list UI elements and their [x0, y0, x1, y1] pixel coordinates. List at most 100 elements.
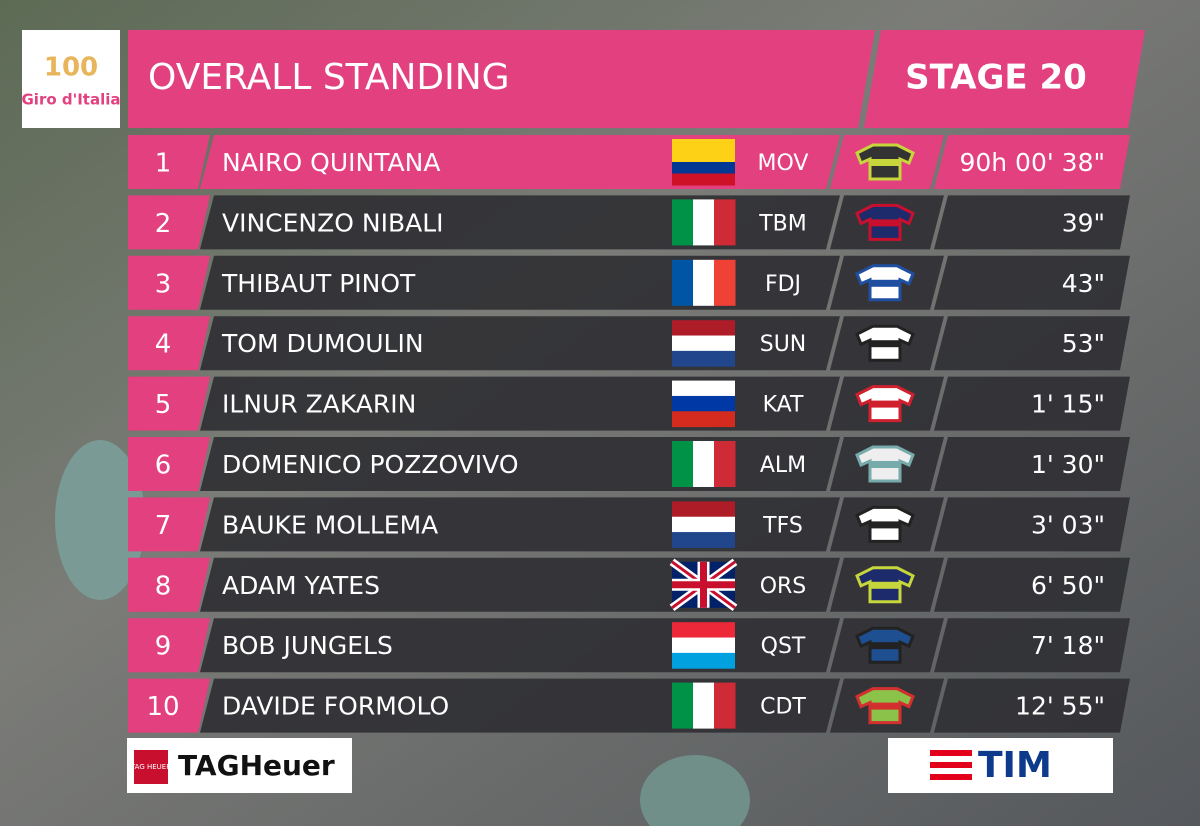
flag-stripe [672, 411, 735, 428]
time-cell [934, 195, 1130, 250]
flag [672, 501, 735, 548]
flag-stripe [672, 652, 735, 669]
rank: 10 [146, 692, 179, 722]
rank: 1 [155, 149, 172, 179]
rider-name: THIBAUT PINOT [221, 269, 416, 298]
flag-stripe [693, 441, 715, 487]
rider-name: DAVIDE FORMOLO [222, 692, 449, 721]
flag-stripe [672, 139, 735, 151]
rank-box [128, 135, 210, 189]
flag-cross [672, 561, 735, 608]
sponsor-box [888, 738, 1113, 793]
flag-stripe [672, 532, 735, 548]
rider-name: NAIRO QUINTANA [222, 148, 440, 177]
jersey-band [870, 219, 900, 227]
team: TBM [758, 211, 807, 236]
rank: 7 [155, 511, 172, 541]
dome [55, 440, 145, 600]
time-cell [934, 557, 1130, 612]
rank: 4 [155, 330, 172, 360]
rank-box [128, 437, 210, 491]
flag-stripe [672, 320, 735, 337]
flag-stripe [672, 350, 735, 367]
time-cell [934, 437, 1130, 491]
flag-stripe [714, 259, 736, 306]
team: ORS [760, 574, 807, 599]
rank-box [128, 618, 210, 673]
team: TFS [762, 513, 803, 538]
time-cell [934, 678, 1130, 733]
rank: 5 [155, 390, 172, 420]
flag-stripe [693, 259, 715, 306]
jersey-band [870, 461, 900, 468]
dome [640, 755, 750, 830]
flag-stripe [672, 501, 735, 518]
time: 43" [1062, 269, 1105, 298]
flag-stripe [672, 259, 694, 306]
rank: 3 [155, 269, 172, 299]
flag-stripe [672, 380, 735, 397]
flag-stripe [714, 682, 736, 729]
time: 1' 15" [1031, 390, 1105, 419]
flag [672, 441, 736, 487]
time-cell [934, 255, 1130, 310]
rank-box [128, 316, 210, 371]
team: ALM [760, 453, 806, 478]
flag-stripe [714, 441, 736, 487]
rank-box [128, 678, 210, 733]
time: 12' 55" [1015, 692, 1105, 721]
time-cell [934, 135, 1130, 189]
time: 53" [1062, 329, 1105, 358]
rider-name: BOB JUNGELS [222, 631, 393, 660]
flag [672, 622, 735, 669]
flag-stripe [672, 441, 694, 487]
rank: 8 [155, 571, 172, 601]
header-bar [128, 30, 875, 128]
standings: 1 NAIRO QUINTANA MOV 90h 00' 38" 2 VINCENZO N… [128, 135, 1130, 733]
flag-stripe [672, 637, 735, 654]
time: 6' 50" [1031, 571, 1105, 600]
jersey-band [870, 279, 900, 287]
rank-box [128, 497, 210, 552]
jersey-band [870, 642, 900, 650]
flag [672, 320, 735, 367]
team: FDJ [765, 272, 801, 297]
time: 3' 03" [1031, 510, 1105, 539]
flag [672, 139, 735, 186]
flag-stripe [672, 150, 735, 163]
flag-stripe [672, 395, 735, 412]
rank-box [128, 557, 210, 612]
header-stage-bar [864, 30, 1145, 128]
tag-badge [134, 750, 168, 784]
flag-stripe [672, 199, 694, 246]
logo-text: Giro d'Italia [22, 91, 121, 109]
time: 7' 18" [1031, 631, 1105, 660]
rank: 2 [155, 209, 172, 239]
time-cell [934, 316, 1130, 371]
flag-stripe [672, 162, 735, 174]
team: CDT [760, 695, 806, 720]
tim-mark [930, 750, 972, 780]
rank: 9 [155, 632, 172, 662]
sponsor-left: TAGHeuer [178, 749, 335, 782]
time: 39" [1062, 208, 1105, 237]
logo-number: 100 [44, 53, 98, 83]
flag-stripe [672, 682, 694, 729]
flag-stripe [693, 199, 715, 246]
time: 1' 30" [1031, 450, 1105, 479]
flag-stripe [714, 199, 736, 246]
flag [672, 682, 736, 729]
flag-stripe [672, 516, 735, 533]
header-title: OVERALL STANDING [148, 57, 510, 98]
jersey-band [870, 400, 900, 408]
rider-name: DOMENICO POZZOVIVO [222, 450, 519, 479]
flag-stripe [672, 173, 735, 186]
jersey-band [870, 159, 900, 166]
flag [672, 259, 736, 306]
flag-stripe [672, 335, 735, 352]
logo-box [22, 30, 120, 128]
team: KAT [763, 393, 804, 418]
time-cell [934, 497, 1130, 552]
